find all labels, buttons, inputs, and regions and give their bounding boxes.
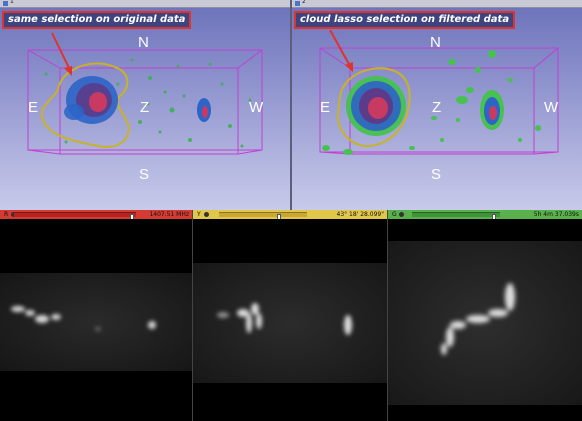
volume-render-left	[27, 32, 263, 155]
eye-icon[interactable]	[399, 212, 404, 217]
volume-render-right	[319, 29, 559, 155]
orientation-south: S	[139, 166, 150, 183]
slice-view-red[interactable]	[0, 219, 192, 421]
view-controller-bar[interactable]: 2	[292, 0, 582, 8]
slice-image-green	[388, 241, 582, 405]
eye-icon[interactable]	[204, 212, 209, 217]
pin-icon[interactable]	[295, 1, 300, 6]
slider-knob[interactable]	[130, 214, 134, 219]
bbox-back	[59, 67, 239, 155]
annotation-label: same selection on original data	[2, 11, 192, 29]
arrow-line	[329, 29, 351, 67]
orientation-east: E	[28, 99, 39, 116]
slice-offset-value: 5h 4m 37.039s	[533, 211, 579, 218]
lasso-outline	[40, 62, 130, 148]
orientation-east: E	[320, 99, 331, 116]
arrow-line	[51, 32, 71, 71]
slice-view-yellow[interactable]	[193, 219, 387, 421]
orientation-center: Z	[432, 99, 442, 116]
orientation-north: N	[430, 34, 441, 51]
bbox-front	[319, 47, 559, 153]
view-number: 1	[10, 0, 14, 5]
arrow-head	[64, 66, 72, 76]
slice-letter: G	[392, 211, 397, 218]
slice-bar-red[interactable]: R 1407.51 MHz	[0, 210, 192, 219]
slice-offset-slider[interactable]	[14, 212, 136, 219]
orientation-west: W	[249, 99, 264, 116]
slider-knob[interactable]	[492, 214, 496, 219]
slice-image-red	[0, 273, 192, 371]
slice-divider	[387, 210, 388, 421]
slice-offset-value: 1407.51 MHz	[149, 211, 189, 218]
view-divider[interactable]	[290, 0, 292, 210]
orientation-west: W	[544, 99, 559, 116]
arrow-head	[345, 62, 353, 72]
slice-offset-slider[interactable]	[219, 212, 307, 219]
annotation-label: cloud lasso selection on filtered data	[294, 11, 516, 29]
bbox-front	[27, 49, 263, 151]
slice-offset-slider[interactable]	[412, 212, 500, 219]
orientation-north: N	[138, 34, 149, 51]
3d-view-left[interactable]: 1 same selection on original data N E W …	[0, 0, 290, 210]
eye-icon[interactable]	[11, 212, 16, 217]
slice-letter: R	[4, 211, 9, 218]
slice-letter: Y	[197, 211, 201, 218]
view-number: 2	[302, 0, 306, 5]
pin-icon[interactable]	[3, 1, 8, 6]
view-controller-bar[interactable]: 1	[0, 0, 290, 8]
slice-bar-yellow[interactable]: Y 43° 18' 28.099"	[193, 210, 387, 219]
slice-bar-green[interactable]: G 5h 4m 37.039s	[388, 210, 582, 219]
orientation-center: Z	[140, 99, 150, 116]
3d-view-right[interactable]: 2 cloud lasso selection on filtered data…	[292, 0, 582, 210]
slider-knob[interactable]	[277, 214, 281, 219]
slice-divider	[192, 210, 193, 421]
slice-image-yellow	[193, 263, 387, 383]
orientation-south: S	[431, 166, 442, 183]
lasso-outline	[336, 67, 411, 148]
slice-view-green[interactable]	[388, 219, 582, 421]
slice-offset-value: 43° 18' 28.099"	[336, 211, 385, 218]
